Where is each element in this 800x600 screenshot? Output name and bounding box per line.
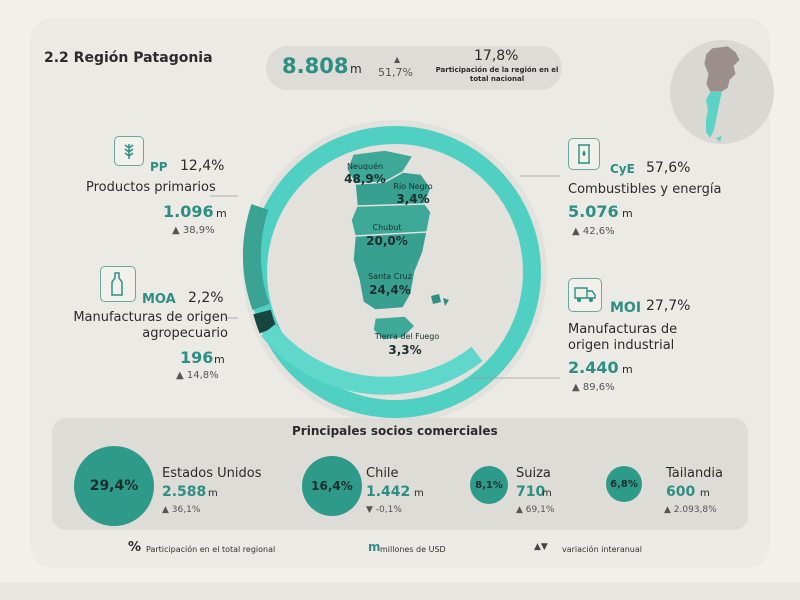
province-share-neuquen: 48,9% [344,172,386,186]
province-name-chubut: Chubut [372,223,402,232]
pp-variation: ▲ 38,9% [172,225,215,236]
province-name-neuquen: Neuquén [346,162,384,171]
moi-value: 2.440 [568,358,619,377]
cye-unit: m [622,207,633,220]
partner-value: 2.588 [162,484,207,500]
legend-percent-symbol: % [128,540,142,555]
region-share-label: Participación de la región en el total n… [435,66,559,83]
moi-share: 27,7% [646,298,691,314]
wheat-icon [114,136,144,166]
pp-share: 12,4% [180,158,225,174]
partner-value: 1.442 [366,484,411,500]
ring-segment-moi [261,324,483,395]
partner-share-bubble: 29,4% [74,446,154,526]
partner-name: Estados Unidos [162,466,262,481]
province-name-santa-cruz: Santa Cruz [368,272,412,281]
ring-segment-productos-primarios [242,204,270,311]
legend-m-symbol: m [368,540,381,554]
partner-unit: m [700,488,710,499]
partner-variation: ▼ -0,1% [366,505,402,515]
cye-variation: ▲ 42,6% [572,226,615,237]
truck-icon [568,278,602,312]
partner-name: Tailandia [666,466,724,481]
cye-label: Combustibles y energía [568,182,722,197]
moa-unit: m [214,353,225,366]
moi-abbr: MOI [610,300,642,316]
partner-variation: ▲ 69,1% [516,505,555,515]
province-share-santa-cruz: 24,4% [369,283,411,297]
partner-unit: m [414,488,424,499]
sector-ring-chart [242,120,547,424]
ring-segment-moa [253,309,277,334]
oil-barrel-icon [568,138,600,170]
cye-share: 57,6% [646,160,691,176]
partner-unit: m [208,488,218,499]
partner-share-bubble: 6,8% [606,466,642,502]
moa-value: 196 [180,348,214,367]
cye-abbr: CyE [610,162,635,176]
partner-share-bubble: 16,4% [302,456,362,516]
partner-variation: ▲ 36,1% [162,505,201,515]
legend-m-label: millones de USD [380,545,446,554]
pp-abbr: PP [150,160,168,174]
patagonia-map [346,149,449,341]
cye-value: 5.076 [568,202,619,221]
pp-label: Productos primarios [86,180,216,195]
total-value: 8.808 [282,54,349,78]
province-share-rio-negro: 3,4% [396,192,430,206]
moi-label: Manufacturas de origen industrial [568,322,678,353]
total-unit: m [350,62,362,76]
moa-label: Manufacturas de origen agropecuario [73,310,228,341]
legend-arrows-icon: ▲▼ [534,542,548,552]
moa-abbr: MOA [142,292,176,307]
partner-share-bubble: 8,1% [470,466,508,504]
partners-title: Principales socios comerciales [292,424,498,438]
bottle-icon [100,266,136,302]
pp-value: 1.096 [163,202,214,221]
province-share-chubut: 20,0% [366,234,408,248]
moa-share: 2,2% [188,290,224,306]
partner-value: 710 [516,484,546,500]
region-share: 17,8% [474,48,519,64]
bottom-strip [0,582,800,600]
partner-variation: ▲ 2.093,8% [664,505,717,515]
partner-name: Chile [366,466,399,481]
province-name-rio-negro: Río Negro [393,182,433,191]
partner-value: 600 [666,484,696,500]
legend-percent-label: Participación en el total regional [146,545,276,554]
moi-unit: m [622,363,633,376]
moi-variation: ▲ 89,6% [572,382,615,393]
total-variation: 51,7% [378,66,413,79]
legend-arrows-label: variación interanual [562,545,642,554]
partner-unit: m [542,488,552,499]
province-name-tierra-del-fuego: Tierra del Fuego [374,332,440,341]
argentina-map-icon [703,45,741,142]
province-share-tierra-del-fuego: 3,3% [388,343,422,357]
up-arrow-icon: ▲ [394,55,401,64]
page-title: 2.2 Región Patagonia [44,50,213,66]
argentina-map-locator [670,40,774,144]
summary-pill [266,46,562,90]
moa-variation: ▲ 14,8% [176,370,219,381]
partner-name: Suiza [516,466,551,481]
pp-unit: m [216,207,227,220]
